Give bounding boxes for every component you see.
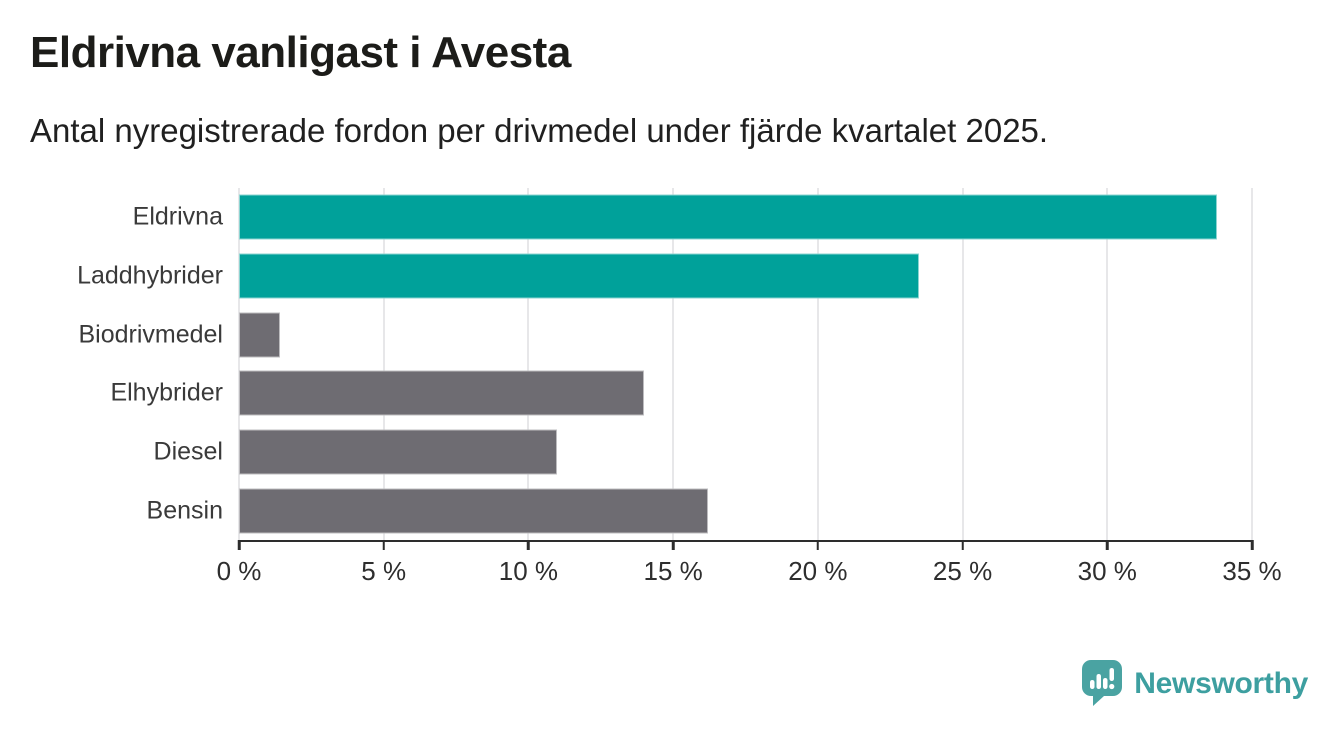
x-tick-5 bbox=[382, 540, 385, 550]
gridline-15 bbox=[672, 188, 675, 540]
newsworthy-logo-icon bbox=[1082, 660, 1123, 706]
bar-row: Eldrivna bbox=[133, 188, 1252, 247]
bar-row: Elhybrider bbox=[110, 364, 1252, 423]
category-label-elhybrider: Elhybrider bbox=[110, 378, 223, 407]
bar-row: Biodrivmedel bbox=[78, 305, 1252, 364]
chart-subtitle: Antal nyregistrerade fordon per drivmede… bbox=[30, 112, 1049, 149]
gridline-25 bbox=[961, 188, 964, 540]
gridline-30 bbox=[1106, 188, 1109, 540]
bar-bensin bbox=[239, 488, 708, 534]
x-tick-0 bbox=[237, 540, 241, 550]
brand-name: Newsworthy bbox=[1134, 666, 1308, 700]
x-tick-35 bbox=[1250, 540, 1254, 550]
x-axis-line bbox=[239, 539, 1252, 542]
bar-elhybrider bbox=[239, 370, 645, 416]
gridline-10 bbox=[527, 188, 530, 540]
x-tick-label-25: 25 % bbox=[932, 556, 993, 586]
gridline-35 bbox=[1251, 188, 1253, 540]
category-label-biodrivmedel: Biodrivmedel bbox=[78, 320, 223, 349]
x-tick-15 bbox=[671, 540, 675, 550]
bar-row: Laddhybrider bbox=[77, 247, 1252, 306]
gridline-0 bbox=[238, 188, 240, 540]
x-tick-20 bbox=[816, 540, 820, 550]
x-tick-label-30: 30 % bbox=[1077, 556, 1137, 586]
x-tick-label-5: 5 % bbox=[361, 556, 407, 586]
x-tick-10 bbox=[527, 540, 530, 550]
category-label-diesel: Diesel bbox=[153, 437, 223, 466]
x-tick-label-35: 35 % bbox=[1222, 556, 1282, 586]
x-tick-30 bbox=[1106, 540, 1109, 550]
category-label-bensin: Bensin bbox=[146, 496, 223, 525]
chart-title: Eldrivna vanligast i Avesta bbox=[30, 28, 571, 77]
bar-biodrivmedel bbox=[239, 312, 280, 358]
x-tick-label-15: 15 % bbox=[643, 556, 703, 586]
bar-row: Bensin bbox=[147, 481, 1252, 540]
category-label-eldrivna: Eldrivna bbox=[132, 202, 223, 231]
x-tick-label-10: 10 % bbox=[498, 556, 559, 586]
x-tick-label-20: 20 % bbox=[788, 556, 848, 586]
x-tick-25 bbox=[961, 540, 964, 550]
bar-laddhybrider bbox=[239, 253, 920, 299]
x-tick-label-0: 0 % bbox=[216, 556, 262, 586]
gridline-20 bbox=[816, 188, 819, 540]
gridline-5 bbox=[382, 188, 385, 540]
bar-chart-plot-area: Eldrivna Laddhybrider Biodrivmedel Elhybrid… bbox=[77, 188, 1282, 586]
bar-eldrivna bbox=[239, 194, 1218, 240]
category-label-laddhybrider: Laddhybrider bbox=[77, 261, 223, 290]
bar-row: Diesel bbox=[154, 423, 1252, 482]
bar-diesel bbox=[239, 429, 558, 475]
brand-footer: Newsworthy bbox=[1082, 660, 1308, 707]
